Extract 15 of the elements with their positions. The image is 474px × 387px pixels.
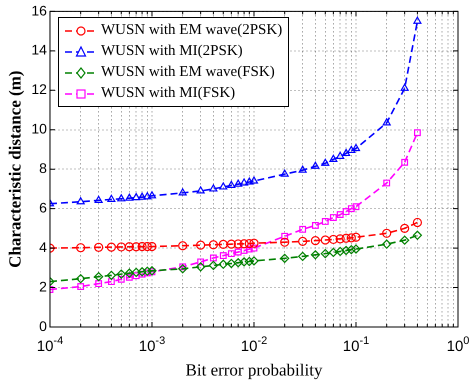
y-tick-label: 6: [39, 200, 48, 216]
legend-label: WUSN with EM wave(2PSK): [100, 21, 282, 40]
x-axis-title: Bit error probability: [186, 360, 323, 380]
legend-label: WUSN with MI(2PSK): [100, 42, 243, 62]
y-tick-label: 4: [39, 238, 48, 255]
y-tick-label: 12: [31, 81, 48, 98]
y-axis-title: Characteristic distance (m): [6, 70, 25, 268]
y-tick-label: 0: [39, 318, 48, 334]
legend-label: WUSN with MI(FSK): [100, 84, 236, 104]
y-tick-label: 2: [39, 278, 48, 294]
legend-label: WUSN with EM wave(FSK): [100, 63, 275, 82]
y-tick-label: 8: [39, 160, 48, 176]
y-tick-label: 16: [31, 2, 48, 18]
y-tick-label: 14: [31, 42, 48, 58]
y-tick-label: 10: [31, 120, 48, 137]
